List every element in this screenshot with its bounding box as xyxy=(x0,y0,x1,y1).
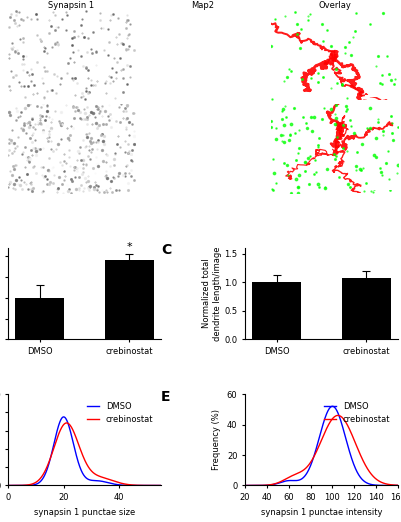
DMSO xyxy=(155,482,160,489)
crebinostat xyxy=(328,418,332,424)
DMSO xyxy=(372,482,377,488)
DMSO xyxy=(328,404,332,410)
crebinostat xyxy=(97,473,101,479)
crebinostat xyxy=(242,482,247,489)
crebinostat xyxy=(6,482,10,489)
Bar xyxy=(104,260,154,339)
Text: C: C xyxy=(160,243,171,257)
crebinostat xyxy=(336,412,341,419)
DMSO xyxy=(336,414,341,421)
DMSO xyxy=(61,414,66,420)
DMSO xyxy=(79,469,84,475)
Bar xyxy=(251,282,301,339)
Bar xyxy=(341,278,390,339)
DMSO xyxy=(400,482,401,489)
Title: Overlay: Overlay xyxy=(318,1,350,10)
Text: *: * xyxy=(126,242,132,252)
Y-axis label: Frequency (%): Frequency (%) xyxy=(212,409,221,470)
crebinostat xyxy=(317,440,322,446)
crebinostat xyxy=(89,467,93,473)
Bar xyxy=(15,298,64,339)
Y-axis label: Normalized total
dendrite length/image: Normalized total dendrite length/image xyxy=(202,246,221,341)
Line: crebinostat: crebinostat xyxy=(8,423,160,485)
crebinostat xyxy=(78,448,83,454)
Line: DMSO: DMSO xyxy=(8,417,160,485)
DMSO xyxy=(131,482,136,489)
DMSO xyxy=(242,482,247,489)
crebinostat xyxy=(79,450,84,456)
crebinostat xyxy=(400,482,401,489)
crebinostat xyxy=(158,482,163,489)
DMSO xyxy=(158,482,163,489)
X-axis label: synapsin 1 punctae size: synapsin 1 punctae size xyxy=(34,508,135,517)
DMSO xyxy=(318,428,323,434)
crebinostat xyxy=(335,412,340,419)
Legend: DMSO, crebinostat: DMSO, crebinostat xyxy=(83,398,156,427)
crebinostat xyxy=(131,482,136,488)
crebinostat xyxy=(64,420,69,426)
crebinostat xyxy=(397,482,401,489)
crebinostat xyxy=(372,475,377,481)
DMSO xyxy=(89,477,93,483)
X-axis label: synapsin 1 punctae intensity: synapsin 1 punctae intensity xyxy=(260,508,381,517)
Title: Map2: Map2 xyxy=(191,1,214,10)
Line: DMSO: DMSO xyxy=(245,406,401,485)
Title: Synapsin 1: Synapsin 1 xyxy=(48,1,94,10)
DMSO xyxy=(317,431,322,437)
DMSO xyxy=(97,478,101,484)
Legend: DMSO, crebinostat: DMSO, crebinostat xyxy=(320,398,393,427)
DMSO xyxy=(6,482,10,489)
DMSO xyxy=(397,482,401,489)
DMSO xyxy=(329,403,334,409)
Text: E: E xyxy=(160,389,170,404)
Line: crebinostat: crebinostat xyxy=(245,416,401,485)
crebinostat xyxy=(318,437,323,444)
DMSO xyxy=(78,467,83,473)
crebinostat xyxy=(155,482,160,489)
